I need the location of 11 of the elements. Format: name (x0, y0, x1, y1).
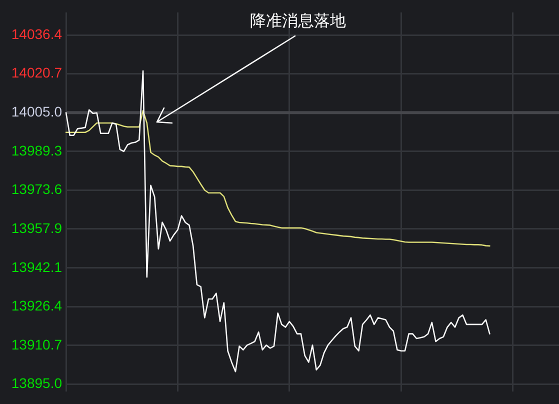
y-tick-label: 13957.9 (11, 220, 62, 236)
y-tick-label: 13989.3 (11, 142, 62, 158)
y-tick-label: 13895.0 (11, 375, 62, 392)
annotation: 降准消息落地 (250, 11, 346, 30)
y-tick-label: 14005.0 (11, 103, 62, 120)
y-tick-label: 13973.6 (11, 181, 62, 198)
y-tick-label: 13942.1 (11, 258, 62, 275)
y-tick-label: 14020.7 (11, 64, 62, 81)
y-tick-label: 13926.4 (11, 298, 62, 314)
y-tick-label: 13910.7 (11, 336, 62, 352)
y-tick-label: 14036.4 (11, 26, 62, 42)
